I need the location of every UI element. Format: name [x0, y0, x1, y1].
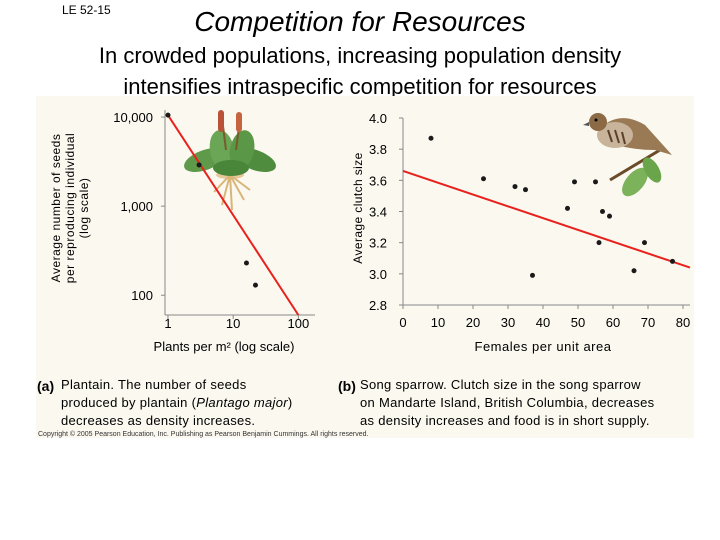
- chart-b-x-tick-label: 80: [676, 315, 690, 330]
- chart-a-fit-line: [167, 114, 300, 316]
- chart-b-y-tick-label: 3.2: [369, 236, 387, 251]
- chart-a-y-tick-label: 1,000: [120, 199, 153, 214]
- chart-b-data-point: [572, 179, 577, 185]
- chart-a: Plants per m² (log scale) Average number…: [49, 110, 315, 354]
- slide-subtitle: In crowded populations, increasing popul…: [0, 40, 720, 102]
- chart-a-y-axis-label-line-1: Average number of seeds: [49, 134, 63, 283]
- chart-a-data-point: [243, 260, 249, 266]
- chart-b-y-tick-label: 3.8: [369, 142, 387, 157]
- chart-a-x-tick-label: 10: [226, 316, 240, 331]
- caption-a-label: (a): [37, 378, 54, 394]
- chart-b-y-axis-label: Average clutch size: [351, 152, 365, 263]
- chart-b-data-point: [670, 258, 675, 264]
- caption-b-line-2: on Mandarte Island, British Columbia, de…: [360, 395, 655, 410]
- caption-a-line-2: produced by plantain (Plantago major): [61, 395, 293, 410]
- chart-a-y-tick-label: 100: [131, 288, 153, 303]
- chart-b-data-point: [593, 179, 598, 185]
- copyright-notice: Copyright © 2005 Pearson Education, Inc.…: [38, 431, 369, 438]
- chart-b-x-tick-label: 0: [399, 315, 406, 330]
- caption-a-line-2-before: produced by plantain (: [61, 395, 197, 410]
- slide-id-label: LE 52-15: [62, 3, 111, 17]
- chart-b-x-tick-label: 50: [571, 315, 585, 330]
- chart-b-data-point: [642, 240, 647, 246]
- subtitle-line-1: In crowded populations, increasing popul…: [98, 43, 622, 68]
- plantain-plant-icon: [184, 110, 276, 211]
- caption-b-line-3: as density increases and food is in shor…: [360, 413, 650, 428]
- chart-a-y-tick-label: 10,000: [113, 110, 153, 125]
- chart-b-data-point: [428, 135, 434, 141]
- figure-panel: [36, 96, 694, 438]
- chart-b-y-tick-label: 3.0: [369, 267, 387, 282]
- caption-a-species: Plantago major: [196, 395, 288, 410]
- chart-b-data-point: [596, 240, 602, 246]
- chart-b-x-axis-label: Females per unit area: [475, 339, 612, 354]
- chart-b-x-tick-label: 40: [536, 315, 550, 330]
- chart-b-fit-line: [402, 170, 691, 269]
- chart-b-data-point: [607, 213, 612, 219]
- caption-a-line-1: Plantain. The number of seeds: [61, 377, 247, 392]
- chart-b-y-tick-label: 3.6: [369, 173, 387, 188]
- caption-a-line-3: decreases as density increases.: [61, 413, 255, 428]
- chart-b-data-point: [631, 268, 637, 274]
- chart-a-data-point: [252, 282, 258, 288]
- chart-a-data-point: [165, 112, 171, 118]
- chart-a-x-tick-label: 100: [288, 316, 310, 331]
- chart-b-data-point: [600, 209, 605, 214]
- caption-b-label: (b): [338, 378, 356, 394]
- chart-b-x-tick-label: 30: [501, 315, 515, 330]
- chart-b-data-point: [565, 205, 570, 211]
- chart-a-y-axis-label-line-3: (log scale): [77, 178, 91, 239]
- chart-b-x-tick-label: 70: [641, 315, 655, 330]
- chart-b-x-tick-label: 20: [466, 315, 480, 330]
- chart-b-data-point: [530, 272, 535, 278]
- chart-b-y-tick-label: 3.4: [369, 205, 387, 220]
- song-sparrow-icon: [583, 113, 672, 197]
- caption-b-line-1: Song sparrow. Clutch size in the song sp…: [360, 377, 641, 392]
- chart-b-data-point: [512, 184, 518, 190]
- chart-b-x-tick-label: 60: [606, 315, 620, 330]
- caption-a: (a) Plantain. The number of seeds produc…: [37, 377, 293, 428]
- slide-title: Competition for Resources: [194, 6, 526, 37]
- chart-b-y-tick-label: 4.0: [369, 111, 387, 126]
- caption-a-line-2-after: ): [288, 395, 293, 410]
- chart-a-y-axis-label-line-2: per reproducing individual: [63, 133, 77, 283]
- chart-b-x-tick-label: 10: [431, 315, 445, 330]
- caption-b: (b) Song sparrow. Clutch size in the son…: [338, 377, 655, 428]
- chart-a-x-tick-label: 1: [164, 316, 171, 331]
- chart-b-data-point: [523, 187, 528, 193]
- chart-b-data-point: [481, 176, 486, 182]
- subtitle-line-2: intensifies intraspecific competition fo…: [123, 74, 597, 99]
- chart-b-y-tick-label: 2.8: [369, 298, 387, 313]
- chart-a-data-point: [196, 162, 202, 168]
- chart-b: Females per unit area Average clutch siz…: [351, 111, 691, 354]
- chart-a-x-axis-label: Plants per m² (log scale): [154, 339, 295, 354]
